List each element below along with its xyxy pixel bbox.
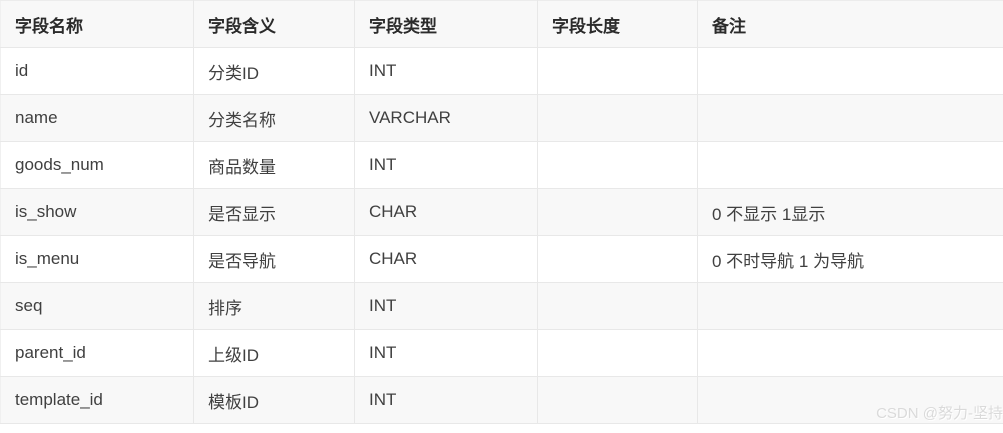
cell-field-type: INT	[354, 47, 538, 95]
table-body: id 分类ID INT name 分类名称 VARCHAR goods_num 商品数量 INT…	[0, 47, 1003, 424]
cell-field-meaning: 模板ID	[193, 376, 355, 424]
table-header: 字段名称 字段含义 字段类型 字段长度 备注	[0, 0, 1003, 48]
cell-field-length	[537, 141, 698, 189]
cell-field-type: INT	[354, 282, 538, 330]
table-row: template_id 模板ID INT	[0, 376, 1003, 424]
cell-remark	[697, 47, 1003, 95]
column-header-field-length: 字段长度	[537, 0, 698, 48]
cell-remark	[697, 329, 1003, 377]
cell-field-type: INT	[354, 376, 538, 424]
table-row: is_show 是否显示 CHAR 0 不显示 1显示	[0, 188, 1003, 236]
column-header-field-type: 字段类型	[354, 0, 538, 48]
field-definition-table: 字段名称 字段含义 字段类型 字段长度 备注 id 分类ID INT name 分类名称 VARC…	[0, 0, 1003, 424]
cell-remark	[697, 376, 1003, 424]
cell-field-length	[537, 376, 698, 424]
cell-remark	[697, 141, 1003, 189]
cell-field-length	[537, 235, 698, 283]
column-header-field-name: 字段名称	[0, 0, 194, 48]
cell-field-meaning: 分类名称	[193, 94, 355, 142]
table-row: is_menu 是否导航 CHAR 0 不时导航 1 为导航	[0, 235, 1003, 283]
cell-field-meaning: 是否显示	[193, 188, 355, 236]
table-row: parent_id 上级ID INT	[0, 329, 1003, 377]
cell-field-name: parent_id	[0, 329, 194, 377]
cell-field-length	[537, 94, 698, 142]
cell-field-length	[537, 47, 698, 95]
cell-field-name: name	[0, 94, 194, 142]
cell-field-meaning: 是否导航	[193, 235, 355, 283]
cell-field-meaning: 排序	[193, 282, 355, 330]
cell-remark: 0 不显示 1显示	[697, 188, 1003, 236]
cell-remark	[697, 94, 1003, 142]
table-row: name 分类名称 VARCHAR	[0, 94, 1003, 142]
cell-remark: 0 不时导航 1 为导航	[697, 235, 1003, 283]
cell-field-length	[537, 282, 698, 330]
cell-field-name: id	[0, 47, 194, 95]
cell-field-length	[537, 329, 698, 377]
cell-field-length	[537, 188, 698, 236]
table-row: id 分类ID INT	[0, 47, 1003, 95]
cell-field-meaning: 商品数量	[193, 141, 355, 189]
cell-field-name: template_id	[0, 376, 194, 424]
cell-field-type: CHAR	[354, 188, 538, 236]
cell-field-type: CHAR	[354, 235, 538, 283]
cell-field-name: is_menu	[0, 235, 194, 283]
header-row: 字段名称 字段含义 字段类型 字段长度 备注	[0, 0, 1003, 48]
cell-field-name: is_show	[0, 188, 194, 236]
table-row: goods_num 商品数量 INT	[0, 141, 1003, 189]
cell-field-type: INT	[354, 141, 538, 189]
cell-field-name: goods_num	[0, 141, 194, 189]
column-header-remark: 备注	[697, 0, 1003, 48]
table-row: seq 排序 INT	[0, 282, 1003, 330]
cell-remark	[697, 282, 1003, 330]
cell-field-type: INT	[354, 329, 538, 377]
cell-field-meaning: 上级ID	[193, 329, 355, 377]
column-header-field-meaning: 字段含义	[193, 0, 355, 48]
cell-field-type: VARCHAR	[354, 94, 538, 142]
cell-field-name: seq	[0, 282, 194, 330]
cell-field-meaning: 分类ID	[193, 47, 355, 95]
